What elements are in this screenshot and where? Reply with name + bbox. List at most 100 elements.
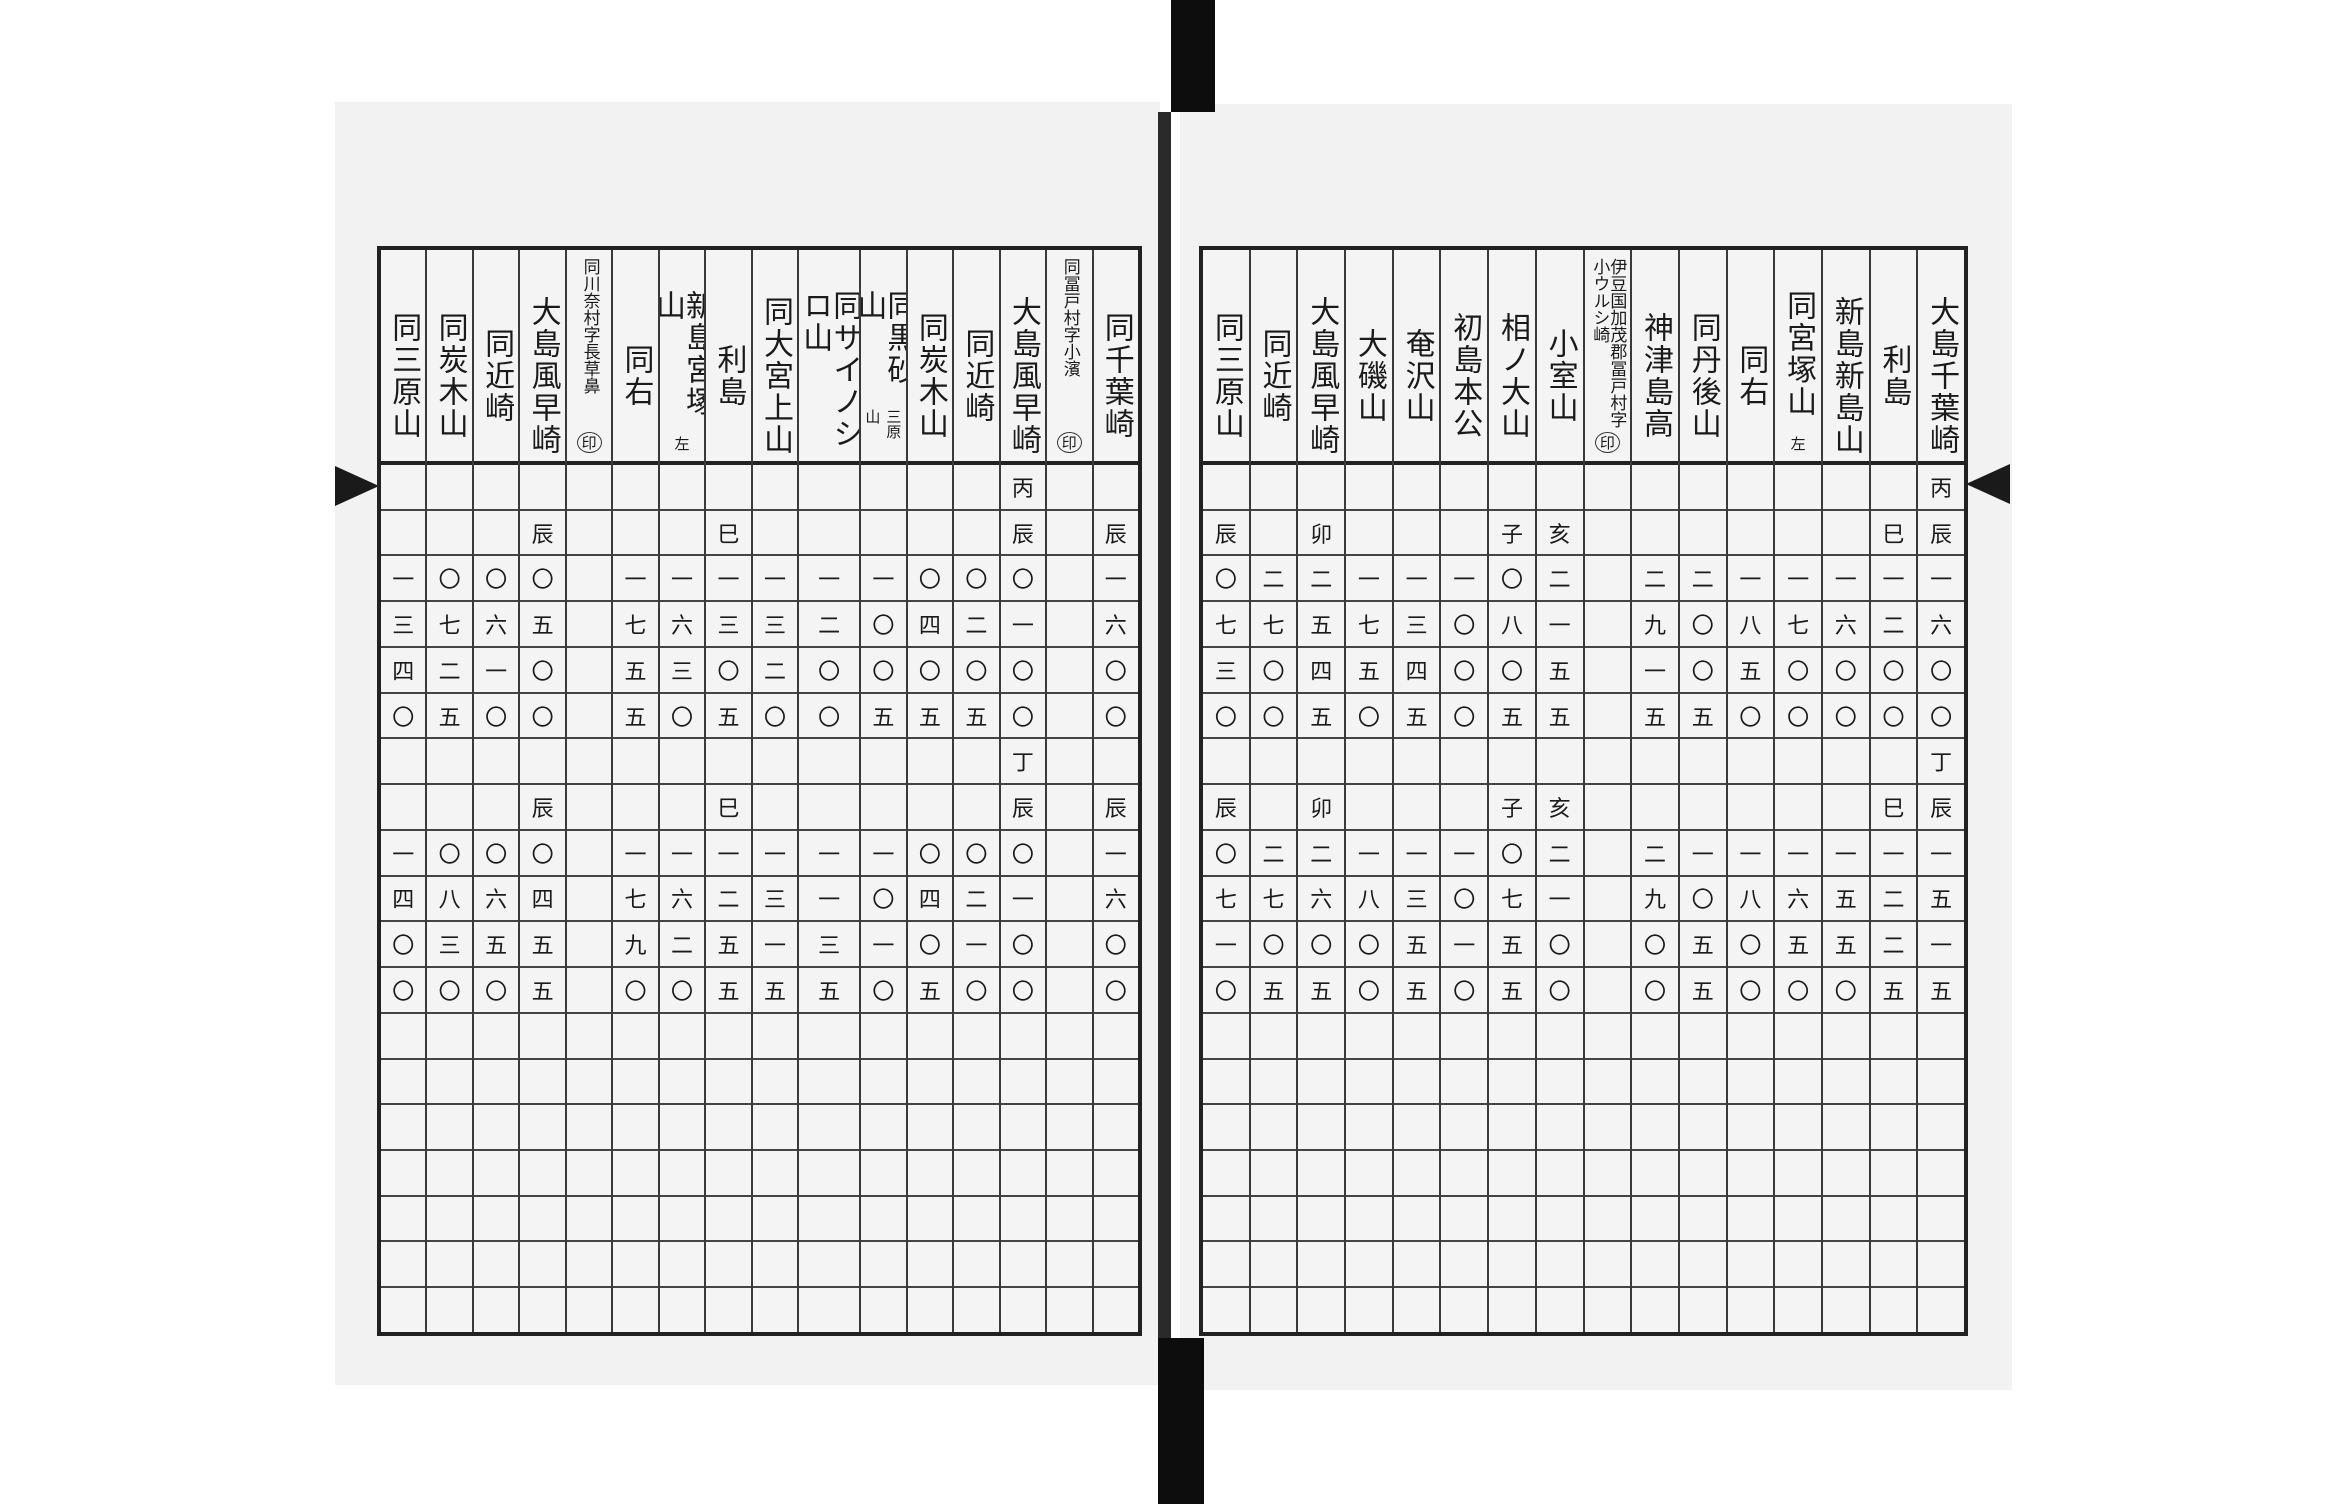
grid-cell <box>1679 1242 1726 1289</box>
grid-cell <box>380 739 426 786</box>
digit: 〇 <box>1104 979 1127 1005</box>
grid-cell <box>1679 1197 1726 1243</box>
digit: 〇 <box>485 705 508 731</box>
grid-cell <box>1775 1197 1821 1243</box>
digit: 一 <box>1787 568 1810 594</box>
grid-cell: 八 <box>1727 602 1774 648</box>
grid-cell: 一 <box>799 877 860 923</box>
grid-cell <box>1632 511 1678 557</box>
grid-cell: 二 <box>1298 831 1345 877</box>
grid-cell <box>427 1151 472 1197</box>
table-column: 利島巳一三〇五巳一二五五 <box>704 250 751 1332</box>
digit: 〇 <box>1691 888 1714 914</box>
grid-cell <box>1047 1014 1092 1060</box>
grid-cell: 〇 <box>1203 831 1249 877</box>
column-header: 利島 <box>1870 250 1917 465</box>
digit: 五 <box>624 705 647 731</box>
grid-cell: 〇 <box>1775 968 1821 1014</box>
digit: 三 <box>1405 614 1428 640</box>
digit: 一 <box>1882 842 1905 868</box>
grid-cell <box>1727 1105 1774 1152</box>
digit: 五 <box>1357 659 1380 685</box>
grid-cell <box>1094 1288 1138 1332</box>
grid-cell <box>520 1151 565 1197</box>
column-header: 同近崎 <box>954 250 999 465</box>
grid-cell: 一 <box>613 556 658 603</box>
digit: 五 <box>763 979 786 1005</box>
grid-cell: 〇 <box>1489 648 1535 694</box>
digit: 一 <box>624 842 647 868</box>
grid-cell: 〇 <box>1489 556 1535 603</box>
grid-cell <box>1632 739 1678 786</box>
grid-cell: 六 <box>659 602 705 648</box>
digit: 〇 <box>1357 705 1380 731</box>
column-header: 伊豆国加茂郡冨戸村字小ウルシ崎印 <box>1584 250 1631 465</box>
table-column: 初島本公一〇〇〇一〇一〇 <box>1439 250 1488 1332</box>
location-note: 三原山 <box>863 409 903 440</box>
grid-cell <box>954 1060 999 1106</box>
column-header: 同炭木山 <box>427 250 472 465</box>
grid-cell: 三 <box>1393 877 1440 923</box>
grid-cell <box>1632 785 1678 831</box>
grid-cell <box>473 739 519 786</box>
grid-cell <box>613 1014 658 1060</box>
grid-cell: 〇 <box>380 968 426 1014</box>
grid-cell: 五 <box>520 602 565 648</box>
grid-cell <box>1203 1060 1249 1106</box>
grid-cell <box>1775 1014 1821 1060</box>
grid-cell: 五 <box>1727 648 1774 694</box>
grid-cell <box>1822 1014 1869 1060</box>
grid-cell <box>907 1105 953 1152</box>
digit: 一 <box>818 888 841 914</box>
grid-cell <box>1093 1151 1138 1197</box>
digit: 一 <box>818 842 841 868</box>
digit: 一 <box>763 934 786 960</box>
grid-cell <box>1298 1105 1345 1152</box>
grid-cell <box>1203 465 1249 511</box>
digit: 一 <box>763 568 786 594</box>
grid-cell <box>908 1288 952 1332</box>
grid-cell <box>1918 1151 1964 1197</box>
digit: 七 <box>1500 888 1523 914</box>
grid-cell: 一 <box>954 922 999 969</box>
location-label: 初島本公 <box>1447 311 1483 440</box>
grid-cell <box>1632 1105 1678 1152</box>
grid-cell: 〇 <box>752 694 798 740</box>
grid-cell <box>861 1014 906 1060</box>
digit: 〇 <box>485 979 508 1005</box>
grid-cell: 五 <box>520 968 565 1014</box>
grid-cell: 三 <box>427 922 472 969</box>
grid-cell: 〇 <box>706 648 751 694</box>
grid-cell: 四 <box>1298 648 1345 694</box>
grid-cell <box>799 785 860 831</box>
grid-cell: 五 <box>752 968 798 1014</box>
digit: 〇 <box>1214 979 1237 1005</box>
grid-cell <box>566 739 612 786</box>
grid-cell <box>1822 1105 1869 1152</box>
grid-cell <box>1346 465 1392 511</box>
grid-cell: 五 <box>861 694 906 740</box>
grid-cell: 〇 <box>861 602 906 648</box>
grid-cell <box>954 465 999 511</box>
location-label: 大磯山 <box>1351 327 1387 424</box>
grid-cell <box>566 922 612 969</box>
digit: 五 <box>965 705 988 731</box>
column-header: 新島新島山 <box>1822 250 1869 465</box>
grid-cell <box>799 465 860 511</box>
grid-cell: 〇 <box>954 831 999 877</box>
grid-cell: 四 <box>380 877 426 923</box>
era-branch-mark: 辰 <box>531 522 554 548</box>
column-header: 同近崎 <box>1250 250 1297 465</box>
column-header: 同宮塚山左 <box>1775 250 1821 465</box>
grid-cell <box>1584 694 1631 740</box>
grid-cell <box>427 1105 472 1152</box>
digit: 〇 <box>485 568 508 594</box>
grid-cell <box>1346 785 1392 831</box>
grid-cell <box>1047 1288 1091 1332</box>
grid-cell: 〇 <box>1441 648 1488 694</box>
grid-cell <box>1000 1197 1046 1243</box>
digit: 〇 <box>918 568 941 594</box>
digit: 五 <box>1262 979 1285 1005</box>
grid-cell <box>566 1060 612 1106</box>
location-label: 同川奈村字長草鼻 <box>579 258 600 394</box>
